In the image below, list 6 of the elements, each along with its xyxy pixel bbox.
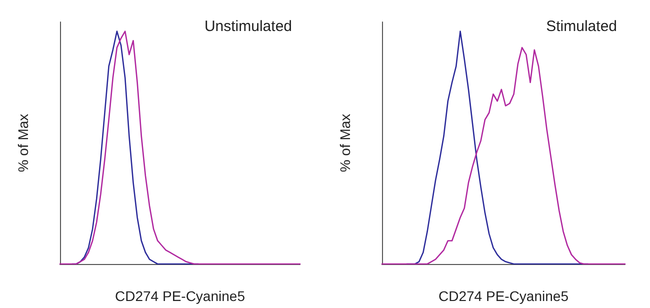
y-axis-title: % of Max (337, 114, 353, 172)
chart-title: Stimulated (546, 18, 618, 35)
x-axis-title: CD274 PE-Cyanine5 (115, 288, 246, 304)
x-axis-title: CD274 PE-Cyanine5 (438, 288, 569, 304)
chart-title: Unstimulated (204, 18, 292, 35)
y-axis-title: % of Max (15, 114, 31, 172)
